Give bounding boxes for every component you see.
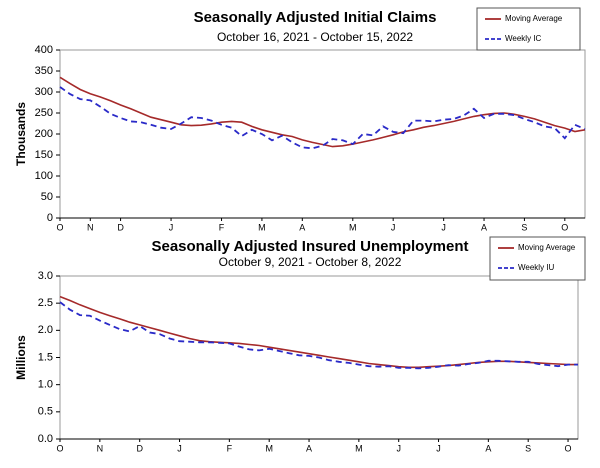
legend-label: Moving Average (518, 243, 576, 252)
series-line (59, 301, 578, 370)
y-tick-label: 350 (35, 65, 53, 77)
y-tick-label: 1.5 (38, 351, 53, 363)
x-tick-label: M (258, 222, 266, 232)
legend-box (489, 236, 586, 281)
legend-label: Weekly IC (505, 34, 542, 43)
y-axis-label: Millions (14, 335, 28, 380)
legend-label: Weekly IU (518, 263, 555, 272)
x-tick-label: O (561, 222, 568, 232)
x-tick-label: M (265, 443, 273, 453)
y-tick-label: 2.0 (38, 324, 53, 336)
x-tick-label: J (391, 222, 396, 232)
x-tick-label: O (56, 443, 63, 453)
x-tick-label: F (219, 222, 225, 232)
x-tick-label: D (117, 222, 124, 232)
x-tick-label: O (565, 443, 572, 453)
x-tick-label: A (299, 222, 305, 232)
x-tick-label: J (169, 222, 174, 232)
y-tick-label: 0.0 (38, 433, 53, 445)
chart-subtitle: October 16, 2021 - October 15, 2022 (217, 30, 413, 44)
y-tick-label: 100 (35, 170, 53, 182)
x-tick-label: A (481, 222, 487, 232)
y-tick-label: 200 (35, 128, 53, 140)
y-tick-label: 250 (35, 107, 53, 119)
x-tick-label: A (306, 443, 312, 453)
y-tick-label: 3.0 (38, 270, 53, 282)
x-tick-label: F (227, 443, 233, 453)
series-line (59, 295, 578, 369)
y-tick-label: 150 (35, 149, 53, 161)
x-tick-label: A (485, 443, 491, 453)
plot-frame (59, 49, 586, 219)
x-tick-label: J (177, 443, 182, 453)
x-tick-label: N (97, 443, 104, 453)
x-tick-label: S (521, 222, 527, 232)
x-tick-label: D (136, 443, 143, 453)
y-tick-label: 0.5 (38, 406, 53, 418)
y-tick-label: 50 (41, 191, 53, 203)
chart-subtitle: October 9, 2021 - October 8, 2022 (219, 255, 402, 269)
x-tick-label: M (349, 222, 357, 232)
y-tick-label: 400 (35, 44, 53, 56)
legend-label: Moving Average (505, 14, 563, 23)
y-tick-label: 1.0 (38, 379, 53, 391)
chart-title: Seasonally Adjusted Insured Unemployment (151, 238, 468, 255)
x-tick-label: N (87, 222, 94, 232)
x-tick-label: O (56, 222, 63, 232)
x-tick-label: J (396, 443, 401, 453)
x-tick-label: J (436, 443, 441, 453)
series-line (59, 86, 586, 150)
series-line (59, 76, 586, 148)
x-tick-label: S (525, 443, 531, 453)
y-axis-label: Thousands (14, 102, 28, 166)
y-tick-label: 0 (47, 212, 53, 224)
x-tick-label: M (355, 443, 363, 453)
y-tick-label: 300 (35, 86, 53, 98)
x-tick-label: J (441, 222, 446, 232)
legend-box (476, 7, 581, 51)
chart-title: Seasonally Adjusted Initial Claims (194, 9, 437, 26)
y-tick-label: 2.5 (38, 297, 53, 309)
